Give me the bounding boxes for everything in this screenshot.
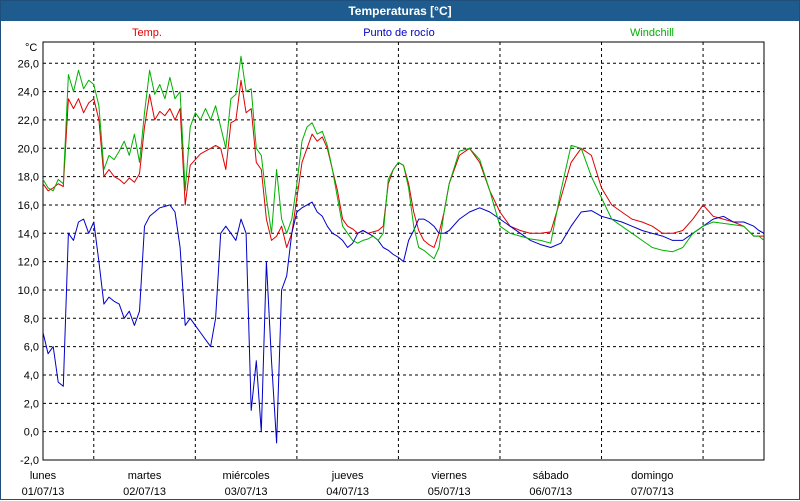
x-tick-date: 04/07/13 — [326, 486, 369, 498]
y-tick-label: -2,0 — [20, 455, 39, 467]
x-tick-date: 03/07/13 — [225, 486, 268, 498]
x-tick-day: domingo — [631, 470, 673, 482]
y-tick-label: 20,0 — [18, 143, 39, 155]
x-tick-day: sábado — [533, 470, 569, 482]
x-axis-ticks: lunes 01/07/13 martes 02/07/13 miércoles 03/0… — [22, 470, 674, 498]
y-tick-label: 22,0 — [18, 115, 39, 127]
series-lines — [42, 55, 765, 444]
y-tick-label: 26,0 — [18, 58, 39, 70]
y-axis-ticks: 26,0 24,0 22,0 20,0 18,0 16,0 14,0 12,0 10,0 8,0 6… — [18, 58, 39, 467]
legend-dewpoint: Punto de rocío — [363, 27, 435, 39]
x-tick-day: lunes — [30, 470, 57, 482]
legend-temp: Temp. — [132, 27, 162, 39]
y-tick-label: 2,0 — [24, 398, 39, 410]
x-tick-day: miércoles — [223, 470, 271, 482]
x-tick-date: 06/07/13 — [529, 486, 572, 498]
y-tick-label: 8,0 — [24, 313, 39, 325]
y-tick-label: 24,0 — [18, 87, 39, 99]
x-tick-date: 05/07/13 — [428, 486, 471, 498]
plot-area-border — [42, 41, 765, 461]
x-tick-day: jueves — [331, 470, 364, 482]
y-tick-label: 10,0 — [18, 285, 39, 297]
chart-title: Temperaturas [°C] — [1, 1, 799, 21]
y-tick-label: 4,0 — [24, 370, 39, 382]
y-tick-label: 18,0 — [18, 172, 39, 184]
y-tick-label: 12,0 — [18, 257, 39, 269]
x-tick-day: viernes — [431, 470, 467, 482]
x-tick-date: 01/07/13 — [22, 486, 65, 498]
y-tick-label: 6,0 — [24, 342, 39, 354]
grid-lines — [43, 42, 764, 461]
y-tick-label: 16,0 — [18, 200, 39, 212]
series-line-windchill — [42, 55, 765, 260]
series-line-dewpoint — [42, 201, 765, 444]
legend-windchill: Windchill — [630, 27, 674, 39]
series-line-temp — [42, 79, 764, 248]
x-tick-day: martes — [128, 470, 162, 482]
x-tick-date: 02/07/13 — [123, 486, 166, 498]
y-axis-unit-label: °C — [25, 42, 37, 54]
x-tick-date: 07/07/13 — [631, 486, 674, 498]
y-tick-label: 0,0 — [24, 427, 39, 439]
y-tick-label: 14,0 — [18, 228, 39, 240]
